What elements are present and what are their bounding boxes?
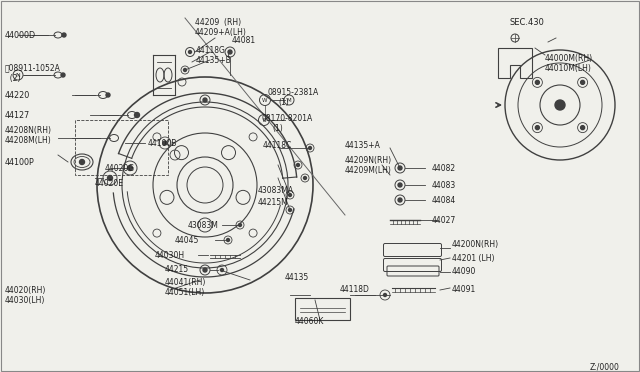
- Text: 44020E: 44020E: [95, 179, 124, 187]
- Circle shape: [62, 33, 66, 37]
- Text: 44100B: 44100B: [148, 138, 177, 148]
- Text: 44000D: 44000D: [5, 31, 36, 39]
- Text: 44215: 44215: [165, 266, 189, 275]
- Circle shape: [228, 50, 232, 54]
- Circle shape: [184, 68, 186, 71]
- Text: 44081: 44081: [232, 35, 256, 45]
- Circle shape: [289, 208, 291, 212]
- Text: 44020(RH): 44020(RH): [5, 285, 46, 295]
- Circle shape: [127, 166, 132, 170]
- Circle shape: [303, 176, 307, 180]
- Text: 44027: 44027: [432, 215, 456, 224]
- Circle shape: [61, 73, 65, 77]
- Text: B: B: [262, 118, 266, 122]
- Text: 44209M(LH): 44209M(LH): [345, 166, 392, 174]
- Text: 44118G: 44118G: [196, 45, 226, 55]
- Text: 44209  (RH): 44209 (RH): [195, 17, 241, 26]
- Text: 44100P: 44100P: [5, 157, 35, 167]
- Text: Z:/0000: Z:/0000: [590, 362, 620, 371]
- Text: M: M: [287, 97, 291, 103]
- Circle shape: [536, 126, 540, 129]
- Circle shape: [383, 294, 387, 296]
- Text: 44118D: 44118D: [340, 285, 370, 295]
- Text: 44127: 44127: [5, 110, 30, 119]
- Text: 44010M(LH): 44010M(LH): [545, 64, 592, 73]
- Circle shape: [203, 268, 207, 272]
- Circle shape: [227, 238, 230, 241]
- Circle shape: [163, 141, 167, 145]
- Text: 44051(LH): 44051(LH): [165, 288, 205, 296]
- Circle shape: [221, 269, 223, 272]
- Text: 44045: 44045: [175, 235, 200, 244]
- Text: 44215M: 44215M: [258, 198, 289, 206]
- Circle shape: [79, 160, 84, 164]
- Text: N: N: [15, 73, 20, 77]
- Circle shape: [134, 112, 140, 118]
- Circle shape: [106, 93, 110, 97]
- Circle shape: [536, 80, 540, 84]
- Circle shape: [296, 164, 300, 167]
- Text: 44084: 44084: [432, 196, 456, 205]
- Circle shape: [308, 147, 312, 150]
- Text: 43083MA: 43083MA: [258, 186, 294, 195]
- Circle shape: [108, 176, 113, 180]
- Text: 44041(RH): 44041(RH): [165, 278, 206, 286]
- Text: (1): (1): [278, 97, 289, 106]
- Text: 44135: 44135: [285, 273, 309, 282]
- Text: 44000M(RH): 44000M(RH): [545, 54, 593, 62]
- Circle shape: [398, 183, 402, 187]
- Text: 44208M(LH): 44208M(LH): [5, 135, 52, 144]
- Text: 44082: 44082: [432, 164, 456, 173]
- Circle shape: [239, 224, 241, 227]
- Text: W: W: [262, 97, 268, 103]
- Text: 08170-8201A: 08170-8201A: [262, 113, 313, 122]
- Text: 44209+A(LH): 44209+A(LH): [195, 28, 247, 36]
- Circle shape: [398, 198, 402, 202]
- Text: 44201 (LH): 44201 (LH): [452, 253, 495, 263]
- Text: 43083M: 43083M: [188, 221, 219, 230]
- Text: 44135+A: 44135+A: [345, 141, 381, 150]
- Circle shape: [203, 98, 207, 102]
- Text: 44208N(RH): 44208N(RH): [5, 125, 52, 135]
- Text: 44118C: 44118C: [263, 141, 292, 150]
- Text: 44020G: 44020G: [105, 164, 135, 173]
- Circle shape: [398, 166, 402, 170]
- Text: (2): (2): [5, 74, 20, 83]
- Text: ⓝ08911-1052A: ⓝ08911-1052A: [5, 64, 61, 73]
- Text: 44083: 44083: [432, 180, 456, 189]
- Text: (1): (1): [272, 124, 283, 132]
- Text: 44030H: 44030H: [155, 250, 185, 260]
- Circle shape: [289, 193, 291, 196]
- Text: 44090: 44090: [452, 267, 476, 276]
- Text: 44209N(RH): 44209N(RH): [345, 155, 392, 164]
- Text: 44030(LH): 44030(LH): [5, 295, 45, 305]
- Text: 44135+B: 44135+B: [196, 55, 232, 64]
- Text: 44091: 44091: [452, 285, 476, 295]
- Circle shape: [555, 100, 565, 110]
- Circle shape: [580, 126, 584, 129]
- Text: 44060K: 44060K: [295, 317, 324, 327]
- Circle shape: [580, 80, 584, 84]
- Text: SEC.430: SEC.430: [510, 17, 545, 26]
- Text: 08915-2381A: 08915-2381A: [268, 87, 319, 96]
- Circle shape: [189, 51, 191, 54]
- Text: 44200N(RH): 44200N(RH): [452, 241, 499, 250]
- Text: 44220: 44220: [5, 90, 30, 99]
